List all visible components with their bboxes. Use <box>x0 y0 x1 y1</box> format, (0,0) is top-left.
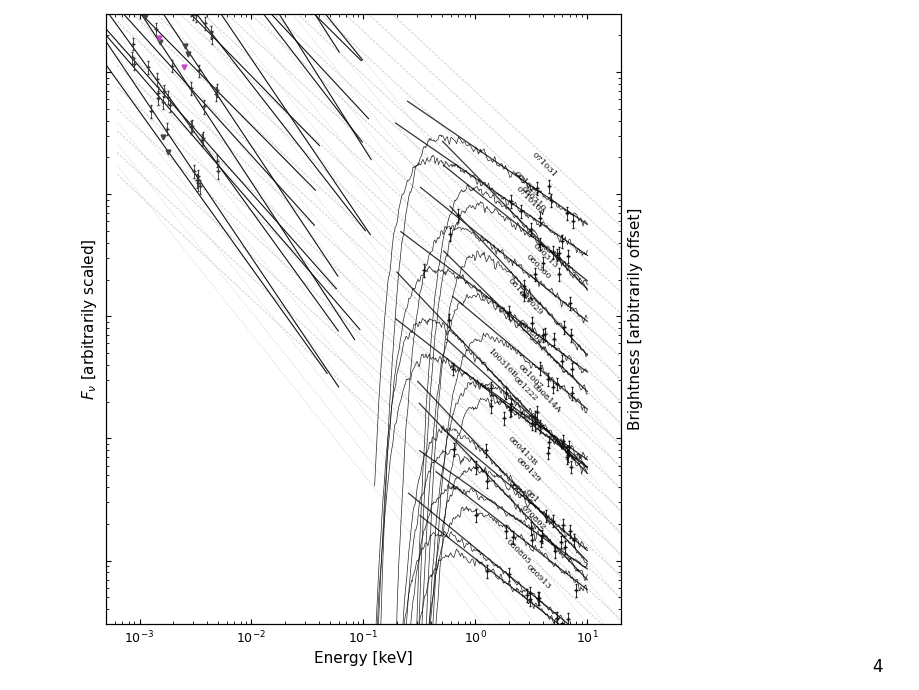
Y-axis label: Brightness [arbitrarily offset]: Brightness [arbitrarily offset] <box>628 208 642 431</box>
Text: 080516: 080516 <box>506 479 534 506</box>
Text: 081007: 081007 <box>516 363 544 391</box>
Text: 080804: 080804 <box>516 317 544 346</box>
Text: 071010A: 071010A <box>513 185 546 217</box>
Text: 080710: 080710 <box>518 185 547 213</box>
Text: 071031: 071031 <box>529 151 558 179</box>
Text: 100316B: 100316B <box>485 348 518 380</box>
Text: 080913: 080913 <box>524 563 551 591</box>
Text: 081228: 081228 <box>505 277 533 305</box>
Text: 080805: 080805 <box>504 538 532 566</box>
Text: 081029: 081029 <box>512 170 540 198</box>
Text: 081222: 081222 <box>511 375 539 402</box>
Text: 080413B: 080413B <box>505 435 538 468</box>
Text: 4: 4 <box>872 658 882 676</box>
Text: 090313: 090313 <box>530 241 559 270</box>
Text: 080129: 080129 <box>514 455 542 484</box>
Text: 080330: 080330 <box>524 253 552 281</box>
Text: 070802: 070802 <box>519 503 547 531</box>
Text: 090814A: 090814A <box>529 382 562 414</box>
Text: 091029: 091029 <box>516 288 544 317</box>
Text: 081: 081 <box>523 488 539 505</box>
X-axis label: Energy [keV]: Energy [keV] <box>313 651 413 667</box>
Y-axis label: $F_{\nu}$ [arbitrarily scaled]: $F_{\nu}$ [arbitrarily scaled] <box>80 239 98 400</box>
